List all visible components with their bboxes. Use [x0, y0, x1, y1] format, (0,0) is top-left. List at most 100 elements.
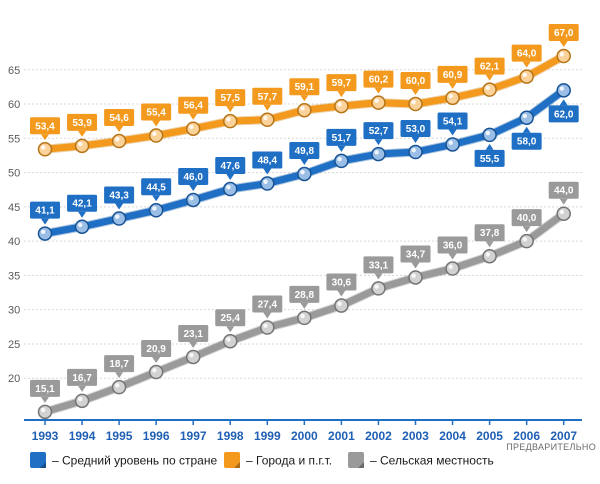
data-point-highlight — [448, 264, 453, 269]
x-tick-label: 1999 — [254, 429, 281, 443]
data-point-highlight — [115, 137, 120, 142]
data-label-box — [215, 309, 246, 327]
data-point — [223, 333, 238, 349]
data-point-highlight — [115, 214, 120, 219]
data-label: 41,1 — [35, 206, 55, 217]
data-point — [297, 310, 312, 326]
x-tick-label: 2000 — [291, 429, 318, 443]
data-label: 23,1 — [183, 329, 203, 340]
data-label-pointer — [41, 218, 49, 225]
data-label-pointer — [559, 99, 568, 106]
data-label-pointer — [78, 211, 87, 218]
data-point-highlight — [448, 93, 453, 99]
data-label-pointer — [41, 396, 49, 403]
data-label-pointer — [337, 91, 346, 98]
data-label-box — [178, 96, 209, 114]
data-label-box — [67, 113, 98, 131]
x-tick-label: 2003 — [402, 429, 429, 443]
data-label-pointer — [559, 41, 568, 48]
data-label: 27,4 — [258, 299, 278, 310]
data-label-box — [141, 103, 172, 121]
data-point-highlight — [41, 145, 46, 150]
data-label-box — [289, 141, 320, 159]
data-point — [445, 90, 460, 106]
data-label-box — [141, 340, 172, 358]
data-label-box — [400, 72, 431, 90]
data-label-pointer — [522, 226, 531, 233]
data-label-box — [511, 132, 542, 150]
data-point — [297, 166, 312, 182]
data-point-highlight — [152, 368, 157, 373]
data-point — [148, 364, 164, 380]
y-tick-label: 50 — [8, 168, 20, 180]
data-point-highlight — [41, 229, 46, 234]
data-point — [74, 393, 90, 409]
data-point-highlight — [337, 102, 342, 107]
x-tick-label: 2007 — [550, 429, 577, 443]
data-point-highlight — [115, 383, 120, 388]
data-label-box — [363, 70, 394, 88]
data-point — [185, 192, 201, 208]
data-point — [334, 153, 349, 169]
data-label-pointer — [522, 126, 531, 133]
data-label-box — [548, 105, 579, 123]
data-label-pointer — [485, 74, 494, 81]
data-point — [445, 137, 460, 152]
legend: – Средний уровень по стране – Города и п.… — [30, 452, 494, 468]
x-tick-label: 2001 — [328, 429, 355, 443]
data-label: 57,7 — [258, 92, 278, 103]
data-point-highlight — [559, 86, 565, 91]
data-point-highlight — [411, 100, 416, 105]
data-label: 52,7 — [369, 126, 389, 137]
data-point-highlight — [485, 85, 490, 91]
data-label-pointer — [263, 168, 272, 175]
data-point-highlight — [41, 407, 46, 413]
data-point — [519, 233, 534, 249]
data-label: 40,0 — [517, 213, 537, 224]
data-label: 58,0 — [517, 137, 537, 148]
data-label: 67,0 — [554, 28, 574, 39]
data-label-box — [548, 24, 579, 42]
data-point — [37, 226, 53, 241]
data-label-box — [474, 224, 505, 242]
data-point-highlight — [337, 156, 342, 162]
data-label-box — [474, 149, 505, 167]
data-point — [334, 98, 349, 114]
data-label: 59,1 — [295, 82, 315, 93]
data-label-box — [326, 128, 357, 146]
data-label: 60,2 — [369, 75, 389, 86]
data-point — [482, 248, 497, 264]
data-label: 42,1 — [72, 199, 92, 210]
data-label-pointer — [337, 290, 346, 297]
data-point-highlight — [374, 98, 379, 104]
legend-label: – Сельская местность — [370, 454, 494, 468]
data-point-highlight — [78, 222, 83, 228]
data-point-highlight — [300, 313, 305, 319]
data-label: 59,7 — [332, 78, 352, 89]
data-label-pointer — [485, 241, 494, 248]
data-label-pointer — [448, 129, 457, 136]
data-label-pointer — [226, 326, 235, 333]
data-point — [185, 349, 201, 365]
data-label-pointer — [300, 95, 309, 102]
data-label-box — [363, 256, 394, 274]
data-point — [148, 128, 164, 143]
data-label: 51,7 — [332, 133, 352, 144]
data-label: 53,9 — [72, 118, 92, 129]
x-tick-label: 2005 — [476, 429, 503, 443]
data-label-box — [104, 186, 135, 204]
data-point — [408, 270, 423, 285]
data-point-highlight — [559, 209, 565, 215]
data-label-box — [67, 368, 98, 386]
data-label: 15,1 — [35, 384, 55, 395]
data-label-pointer — [189, 113, 198, 120]
data-label-box — [437, 236, 468, 254]
data-label: 34,7 — [406, 249, 426, 260]
data-label-pointer — [226, 106, 235, 113]
data-point — [223, 181, 238, 197]
data-label-box — [30, 379, 60, 397]
x-tick-label: 1993 — [32, 429, 59, 443]
data-label-box — [30, 117, 60, 135]
data-point-highlight — [485, 252, 490, 257]
data-point-highlight — [522, 113, 528, 119]
